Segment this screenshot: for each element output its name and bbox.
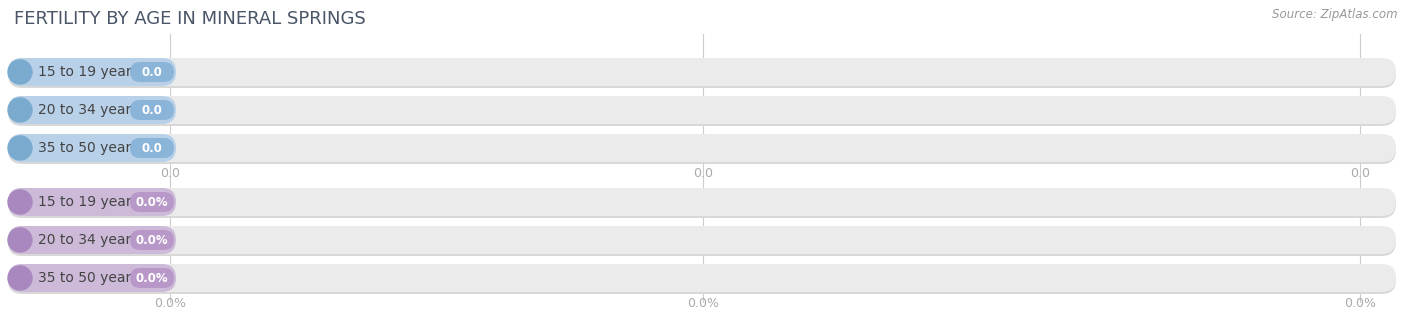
FancyBboxPatch shape: [8, 190, 1396, 218]
Circle shape: [8, 60, 32, 84]
FancyBboxPatch shape: [129, 100, 174, 120]
Text: 0.0: 0.0: [142, 65, 163, 79]
Text: 0.0: 0.0: [160, 167, 180, 180]
FancyBboxPatch shape: [8, 96, 176, 124]
FancyBboxPatch shape: [129, 268, 174, 288]
FancyBboxPatch shape: [8, 264, 176, 292]
Text: 0.0%: 0.0%: [136, 234, 169, 247]
Text: FERTILITY BY AGE IN MINERAL SPRINGS: FERTILITY BY AGE IN MINERAL SPRINGS: [14, 10, 366, 28]
Text: 0.0%: 0.0%: [688, 297, 718, 310]
Text: 0.0%: 0.0%: [155, 297, 186, 310]
Text: 35 to 50 years: 35 to 50 years: [38, 271, 138, 285]
FancyBboxPatch shape: [8, 228, 1396, 256]
FancyBboxPatch shape: [129, 138, 174, 158]
FancyBboxPatch shape: [8, 136, 1396, 164]
Text: 0.0: 0.0: [693, 167, 713, 180]
FancyBboxPatch shape: [8, 134, 1396, 162]
Text: 35 to 50 years: 35 to 50 years: [38, 141, 138, 155]
FancyBboxPatch shape: [8, 96, 1396, 124]
FancyBboxPatch shape: [129, 62, 174, 82]
FancyBboxPatch shape: [8, 58, 1396, 86]
FancyBboxPatch shape: [8, 188, 176, 216]
FancyBboxPatch shape: [8, 264, 1396, 292]
FancyBboxPatch shape: [8, 188, 1396, 216]
Text: 15 to 19 years: 15 to 19 years: [38, 195, 139, 209]
Text: 0.0: 0.0: [142, 104, 163, 116]
Circle shape: [8, 266, 32, 290]
Text: 15 to 19 years: 15 to 19 years: [38, 65, 139, 79]
FancyBboxPatch shape: [129, 192, 174, 212]
Text: 0.0%: 0.0%: [136, 195, 169, 209]
Text: 0.0: 0.0: [142, 142, 163, 154]
Text: 0.0: 0.0: [1350, 167, 1369, 180]
FancyBboxPatch shape: [8, 266, 1396, 294]
Circle shape: [8, 136, 32, 160]
FancyBboxPatch shape: [129, 230, 174, 250]
Text: Source: ZipAtlas.com: Source: ZipAtlas.com: [1272, 8, 1398, 21]
Text: 0.0%: 0.0%: [136, 272, 169, 284]
FancyBboxPatch shape: [8, 226, 176, 254]
Text: 20 to 34 years: 20 to 34 years: [38, 103, 138, 117]
FancyBboxPatch shape: [8, 60, 1396, 88]
Circle shape: [8, 228, 32, 252]
Circle shape: [8, 98, 32, 122]
FancyBboxPatch shape: [8, 98, 1396, 126]
FancyBboxPatch shape: [8, 58, 176, 86]
Circle shape: [8, 190, 32, 214]
FancyBboxPatch shape: [8, 226, 1396, 254]
Text: 0.0%: 0.0%: [1344, 297, 1376, 310]
Text: 20 to 34 years: 20 to 34 years: [38, 233, 138, 247]
FancyBboxPatch shape: [8, 134, 176, 162]
